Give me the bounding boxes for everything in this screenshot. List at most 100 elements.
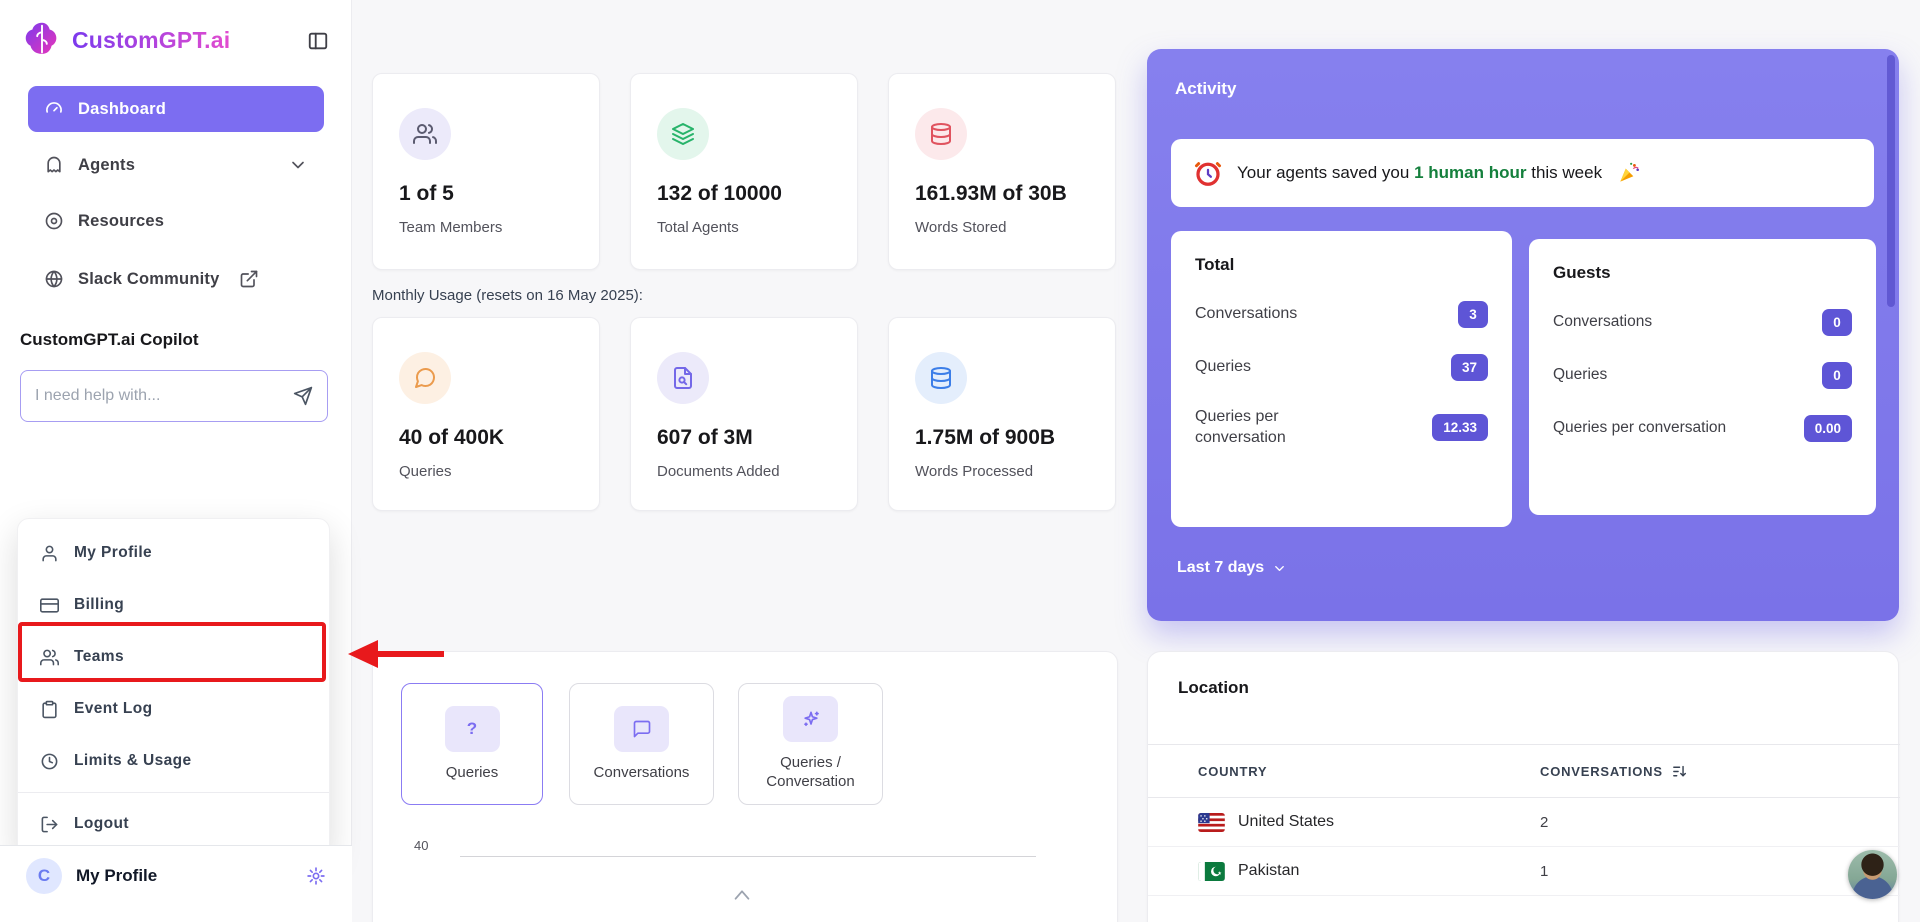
sidebar-item-agents[interactable]: Agents (28, 142, 324, 188)
scrollbar-thumb[interactable] (1887, 55, 1895, 307)
alarm-clock-icon (1195, 162, 1221, 186)
stat-badge: 3 (1458, 301, 1488, 328)
tab-queries[interactable]: ? Queries (401, 683, 543, 805)
menu-item-logout[interactable]: Logout (18, 798, 329, 850)
table-header-row: COUNTRY CONVERSATIONS (1148, 744, 1900, 798)
saved-time-banner: Your agents saved you 1 human hour this … (1171, 139, 1874, 207)
chevron-down-icon (1272, 561, 1287, 576)
nav-label: Resources (78, 211, 165, 230)
question-glyph: ? (466, 718, 478, 738)
sparkle-icon (783, 696, 838, 743)
pakistan-flag-icon (1198, 861, 1225, 881)
banner-text-before: Your agents saved you (1237, 163, 1410, 182)
menu-divider (18, 792, 329, 793)
user-photo-avatar[interactable] (1848, 850, 1897, 899)
sidebar-item-resources[interactable]: Resources (28, 198, 324, 244)
tab-label: Queries (445, 763, 499, 781)
sidebar-collapse-icon[interactable] (307, 30, 329, 57)
user-icon (40, 544, 59, 563)
chevron-down-icon (288, 155, 308, 175)
row-label: Queries (1553, 366, 1608, 384)
stat-value: 1 of 5 (399, 182, 454, 205)
country-name: United States (1238, 813, 1335, 830)
stat-badge: 12.33 (1432, 414, 1488, 442)
menu-label: Event Log (74, 700, 153, 717)
conversations-cell: 1 (1540, 862, 1549, 880)
row-label: Conversations (1195, 305, 1298, 323)
sidebar-item-dashboard[interactable]: Dashboard (28, 86, 324, 132)
nav-label: Slack Community (78, 269, 220, 288)
location-title: Location (1178, 678, 1249, 697)
profile-bar[interactable]: C My Profile (0, 845, 352, 922)
copilot-input[interactable] (35, 387, 293, 405)
stat-label: Team Members (399, 219, 503, 236)
layers-icon (657, 108, 709, 160)
banner-text-after: this week (1531, 163, 1603, 182)
stat-label: Documents Added (657, 463, 780, 480)
users-icon (40, 648, 59, 667)
monthly-usage-heading: Monthly Usage (resets on 16 May 2025): (372, 287, 643, 304)
menu-label: Billing (74, 596, 125, 613)
stat-row-conversations: Conversations 3 (1195, 301, 1488, 328)
menu-item-my-profile[interactable]: My Profile (18, 527, 329, 579)
send-icon[interactable] (293, 386, 313, 406)
stat-card-queries: 40 of 400K Queries (372, 317, 600, 511)
menu-label: My Profile (74, 544, 153, 561)
conversations-cell: 2 (1540, 813, 1549, 831)
country-cell: United States (1198, 812, 1540, 832)
activity-title: Activity (1175, 79, 1237, 98)
gear-icon[interactable] (306, 866, 326, 886)
table-row: United States 2 (1148, 798, 1900, 847)
us-flag-icon (1198, 812, 1225, 832)
menu-item-billing[interactable]: Billing (18, 579, 329, 631)
logout-icon (40, 815, 59, 834)
location-table: COUNTRY CONVERSATIONS (1148, 744, 1900, 896)
menu-item-limits-usage[interactable]: Limits & Usage (18, 735, 329, 787)
globe-icon (44, 269, 64, 289)
stat-value: 132 of 10000 (657, 182, 782, 205)
stat-value: 1.75M of 900B (915, 426, 1056, 449)
tab-label: Conversations (593, 763, 690, 781)
guests-stats-card: Guests Conversations 0 Queries 0 Queries… (1529, 239, 1876, 515)
stat-row-queries: Queries 37 (1195, 354, 1488, 381)
row-label: Conversations (1553, 313, 1653, 331)
copilot-input-box (20, 370, 328, 422)
menu-item-teams[interactable]: Teams (18, 631, 329, 683)
profile-bar-label: My Profile (76, 866, 158, 885)
sidebar-item-slack-community[interactable]: Slack Community (28, 256, 324, 302)
stat-row-queries-per-conversation: Queries per conversation 0.00 (1553, 415, 1852, 442)
country-name: Pakistan (1238, 862, 1300, 879)
profile-menu-popup: My Profile Billing Teams Event Log Limit… (17, 518, 330, 857)
column-label: CONVERSATIONS (1540, 763, 1663, 779)
sort-descending-icon[interactable] (1671, 763, 1688, 780)
row-label: Queries per conversation (1553, 419, 1727, 437)
activity-panel: Activity Your agents saved you 1 human h… (1147, 49, 1899, 621)
brand-name: CustomGPT.ai (72, 26, 231, 53)
resources-icon (44, 211, 64, 231)
brain-logo-icon (25, 22, 57, 54)
clipboard-icon (40, 700, 59, 719)
guests-title: Guests (1553, 263, 1611, 282)
external-link-icon (239, 269, 259, 289)
stat-value: 40 of 400K (399, 426, 505, 449)
clock-icon (40, 752, 59, 771)
stat-label: Words Processed (915, 463, 1034, 480)
agents-icon (44, 155, 64, 175)
date-range-selector[interactable]: Last 7 days (1177, 559, 1287, 577)
question-mark-icon: ? (444, 705, 500, 752)
table-row: Pakistan 1 (1148, 847, 1900, 896)
chat-bubble-icon (399, 352, 451, 404)
tab-conversations[interactable]: Conversations (569, 683, 714, 805)
stat-badge: 37 (1450, 354, 1488, 381)
total-title: Total (1195, 255, 1235, 274)
copilot-heading: CustomGPT.ai Copilot (20, 330, 199, 349)
column-conversations[interactable]: CONVERSATIONS (1540, 763, 1870, 780)
database-icon (915, 108, 967, 160)
menu-item-event-log[interactable]: Event Log (18, 683, 329, 735)
country-cell: Pakistan (1198, 861, 1540, 881)
menu-label: Logout (74, 815, 129, 832)
tab-queries-per-conversation[interactable]: Queries / Conversation (738, 683, 883, 805)
menu-label: Teams (74, 648, 124, 665)
chart-line-peak (729, 884, 755, 906)
